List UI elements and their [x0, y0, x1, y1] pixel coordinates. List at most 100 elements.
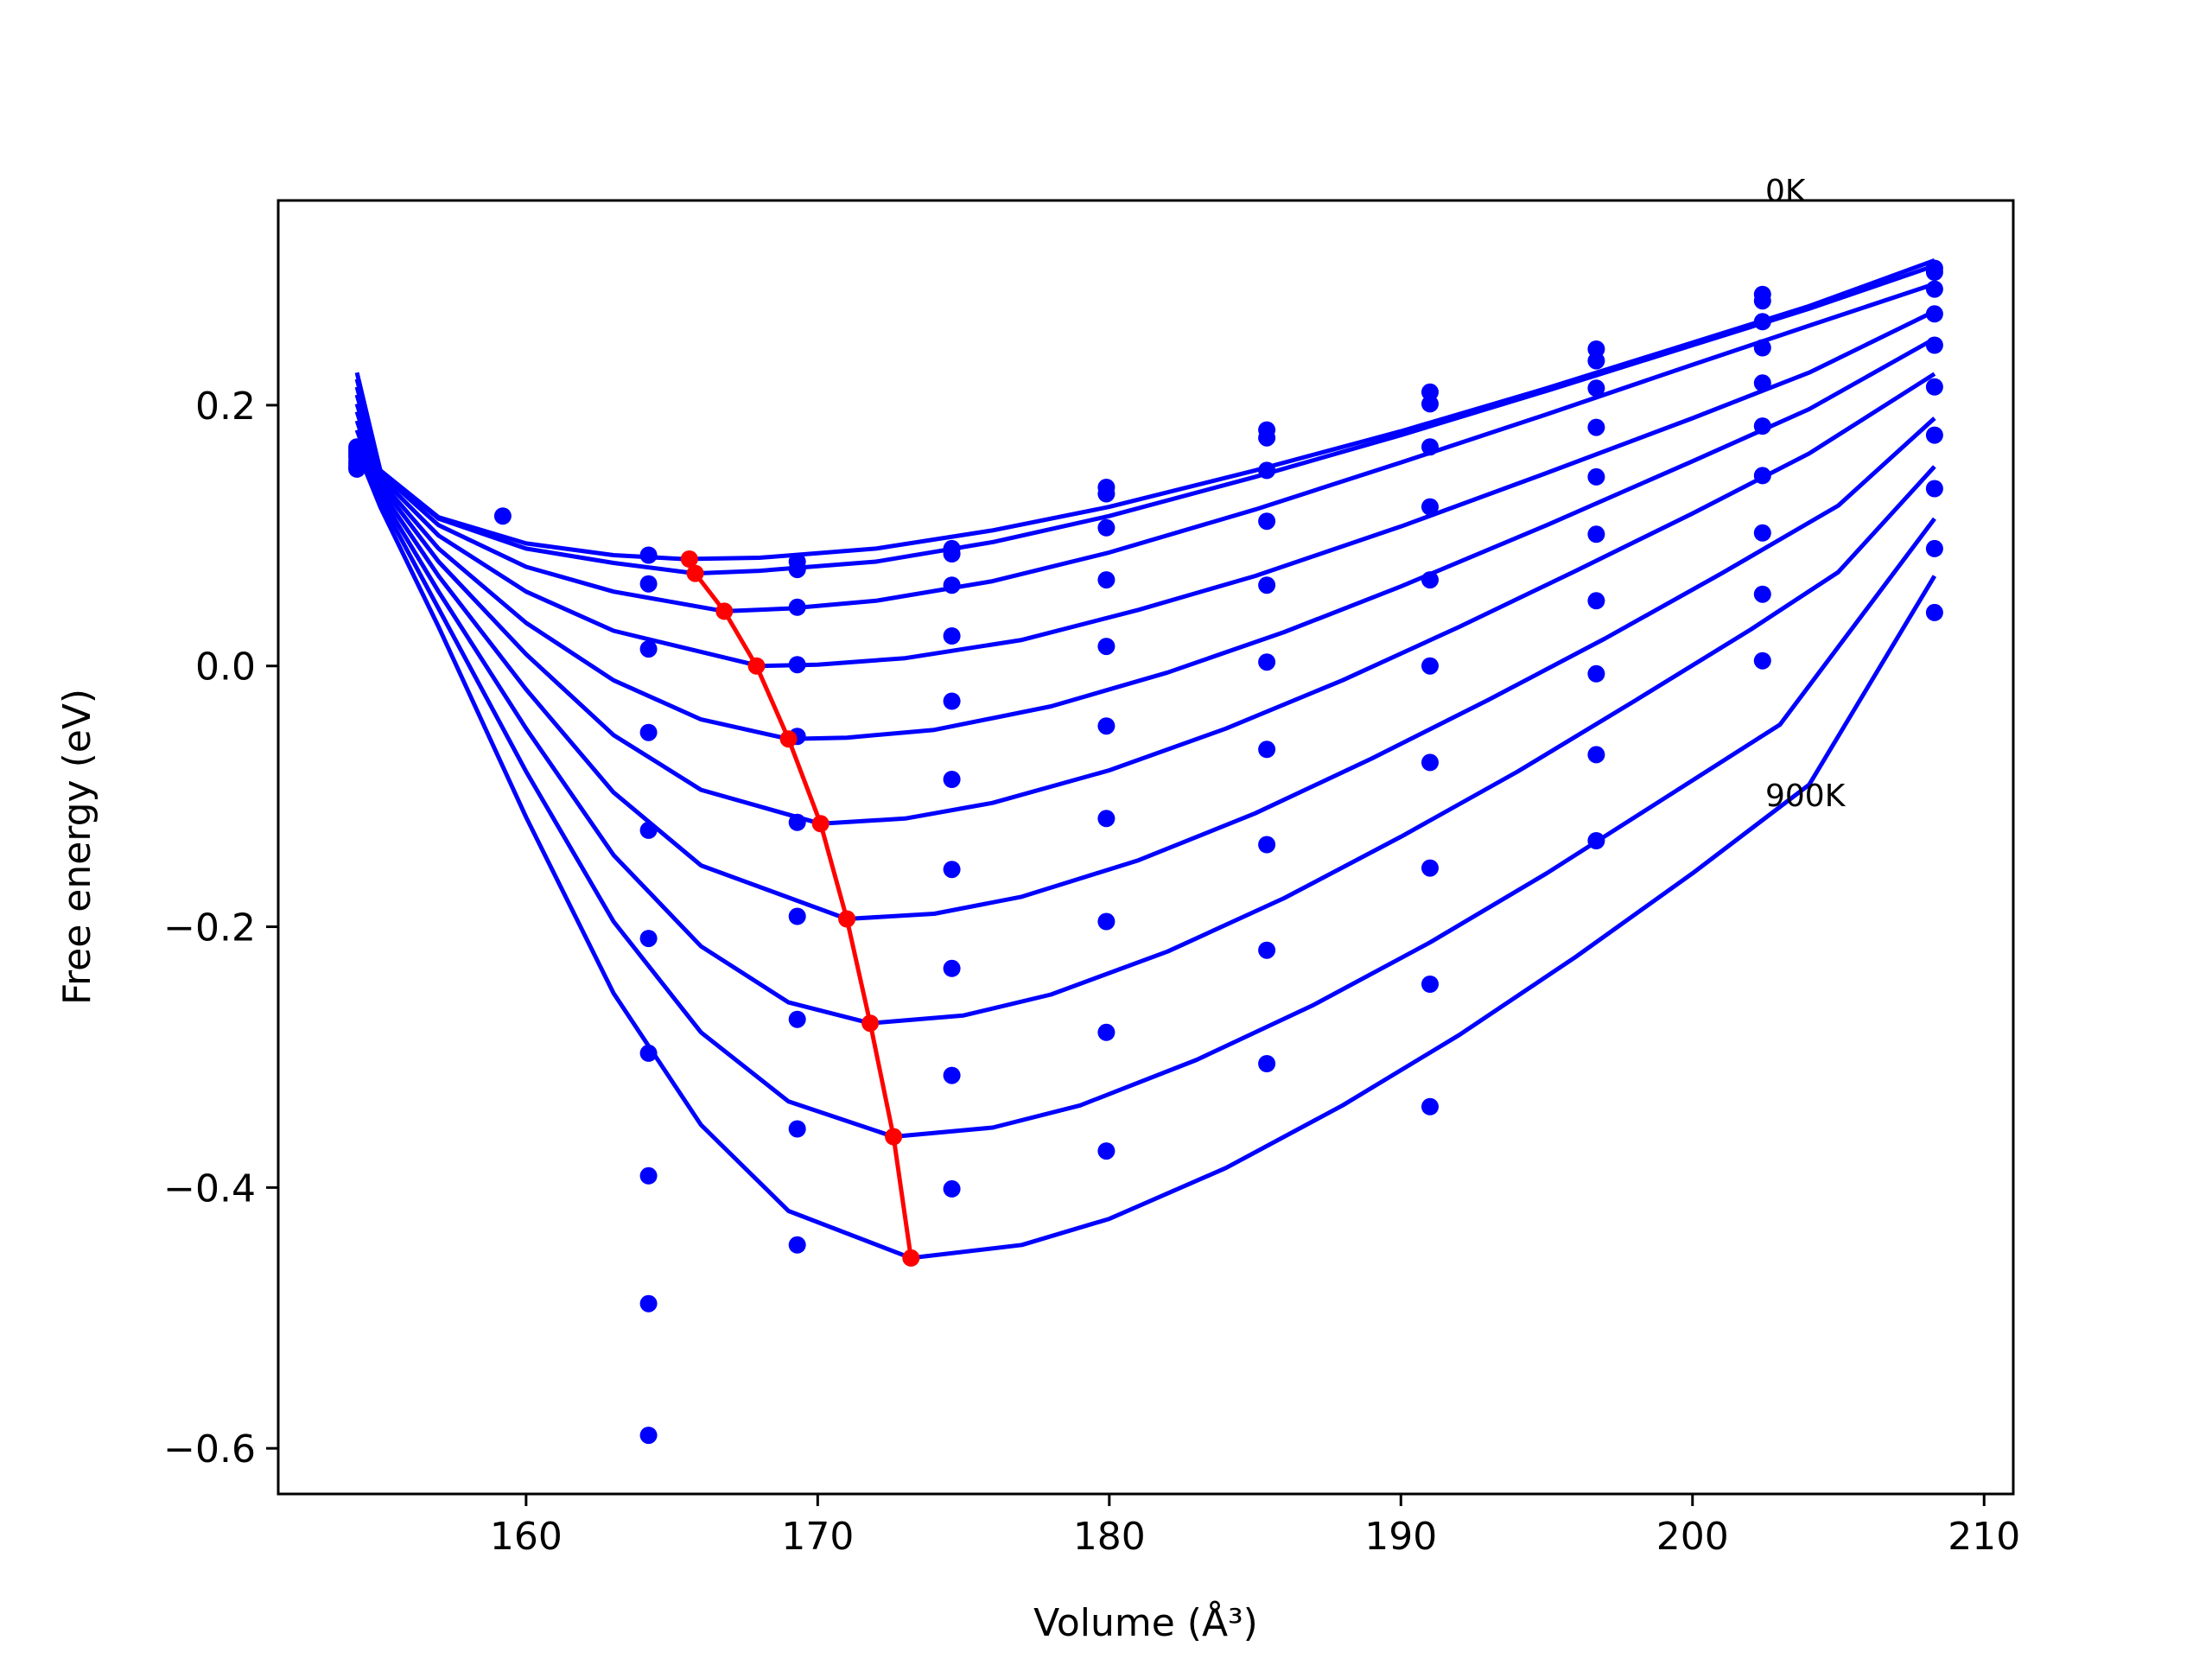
- y-tick-label-3: 0.0: [195, 645, 256, 690]
- fit-curve-9: [354, 448, 1937, 1261]
- data-point-6-1: [1258, 429, 1276, 447]
- fit-curve-4: [354, 336, 1936, 741]
- data-point-9-8: [1753, 585, 1771, 603]
- data-point-2-9: [639, 1427, 658, 1445]
- data-point-2-6: [639, 1044, 658, 1062]
- data-point-10-3: [1925, 305, 1943, 323]
- data-point-8-1: [1587, 352, 1605, 370]
- data-point-4-3: [943, 627, 961, 645]
- data-point-10-2: [1925, 280, 1943, 298]
- minimum-point-8: [885, 1128, 903, 1146]
- data-point-8-8: [1587, 746, 1605, 764]
- data-point-5-3: [1097, 571, 1116, 589]
- data-point-8-4: [1587, 467, 1605, 486]
- data-point-7-5: [1421, 657, 1439, 675]
- data-point-5-4: [1097, 638, 1116, 656]
- minimum-point-6: [838, 910, 856, 928]
- data-point-10-6: [1925, 426, 1943, 444]
- data-point-5-8: [1097, 1023, 1116, 1041]
- data-point-9-5: [1753, 417, 1771, 435]
- y-tick-label-0: −0.6: [163, 1427, 256, 1471]
- data-point-5-7: [1097, 912, 1116, 931]
- y-tick-label-2: −0.2: [163, 906, 256, 950]
- data-point-6-8: [1258, 941, 1276, 959]
- data-point-6-9: [1258, 1055, 1276, 1072]
- minimum-point-3: [747, 657, 766, 675]
- data-point-7-8: [1421, 976, 1439, 993]
- data-point-5-1: [1097, 485, 1116, 503]
- data-point-7-3: [1421, 498, 1439, 516]
- data-point-6-5: [1258, 653, 1276, 671]
- x-tick-label-0: 160: [490, 1515, 563, 1559]
- data-point-7-1: [1421, 395, 1439, 413]
- data-point-7-7: [1421, 859, 1439, 877]
- data-point-8-7: [1587, 664, 1605, 683]
- minimum-point-1: [686, 564, 704, 582]
- data-point-3-2: [788, 598, 806, 616]
- data-point-9-9: [1753, 652, 1771, 670]
- fit-curve-7: [354, 429, 1936, 1026]
- data-point-9-1: [1753, 292, 1771, 310]
- data-point-3-6: [788, 907, 806, 925]
- data-point-2-2: [639, 640, 658, 658]
- data-point-9-6: [1753, 467, 1771, 485]
- data-point-5-5: [1097, 717, 1116, 735]
- data-point-6-7: [1258, 836, 1276, 854]
- minimum-path-line: [687, 558, 913, 1259]
- fit-curve-6: [354, 416, 1936, 921]
- data-point-10-8: [1925, 539, 1943, 557]
- axis-ticks: 160 170 180 190 200 210 −0.6 −0.4 −0.2 0.0 0.2: [163, 385, 2020, 1559]
- fit-curve-8: [354, 439, 1936, 1139]
- axes-frame: [276, 199, 2015, 1496]
- data-point-6-3: [1258, 512, 1276, 531]
- data-point-8-2: [1587, 379, 1605, 397]
- data-point-4-8: [943, 1066, 961, 1084]
- data-point-9-3: [1753, 339, 1771, 357]
- data-point-4-9: [943, 1179, 961, 1198]
- fit-curve-0: [354, 258, 1936, 562]
- data-point-6-6: [1258, 741, 1276, 759]
- data-point-3-7: [788, 1010, 806, 1028]
- data-point-7-9: [1421, 1097, 1439, 1116]
- data-point-4-6: [943, 861, 961, 879]
- data-point-3-1: [788, 561, 806, 579]
- annotation-900k: 900K: [1765, 779, 1847, 814]
- minimum-point-9: [902, 1249, 920, 1267]
- x-tick-label-2: 180: [1073, 1515, 1146, 1559]
- data-point-8-5: [1587, 525, 1605, 543]
- data-point-2-4: [639, 821, 658, 839]
- data-point-10-9: [1925, 603, 1943, 621]
- plot-area: [348, 258, 1943, 1445]
- data-point-4-5: [943, 771, 961, 788]
- y-tick-label-4: 0.2: [195, 385, 256, 429]
- fit-curve-5: [354, 372, 1936, 826]
- data-point-10-4: [1925, 336, 1943, 354]
- data-point-10-7: [1925, 480, 1943, 498]
- minimum-point-4: [779, 730, 798, 748]
- data-point-4-2: [943, 576, 961, 594]
- minimum-point-5: [811, 815, 830, 833]
- data-point-10-5: [1925, 378, 1943, 396]
- data-point-4-4: [943, 692, 961, 710]
- data-point-8-3: [1587, 418, 1605, 436]
- y-tick-label-1: −0.4: [163, 1166, 256, 1211]
- data-point-7-4: [1421, 571, 1439, 589]
- x-axis-label: Volume (Å³): [1033, 1599, 1258, 1645]
- data-point-8-9: [1587, 832, 1605, 849]
- data-point-6-4: [1258, 576, 1276, 594]
- data-point-3-8: [788, 1120, 806, 1138]
- data-point-3-9: [788, 1236, 806, 1254]
- fit-curve-1: [354, 264, 1936, 576]
- minimum-point-2: [715, 602, 734, 620]
- minimum-point-7: [861, 1014, 880, 1033]
- data-point-7-2: [1421, 438, 1439, 456]
- fit-curve-3: [354, 309, 1936, 669]
- data-point-4-1: [943, 545, 961, 563]
- data-point-3-3: [788, 656, 806, 674]
- data-point-2-7: [639, 1166, 658, 1185]
- annotation-0k: 0K: [1765, 174, 1807, 209]
- x-tick-label-4: 200: [1656, 1515, 1729, 1559]
- data-point-7-6: [1421, 753, 1439, 772]
- y-axis-label: Free energy (eV): [55, 689, 99, 1005]
